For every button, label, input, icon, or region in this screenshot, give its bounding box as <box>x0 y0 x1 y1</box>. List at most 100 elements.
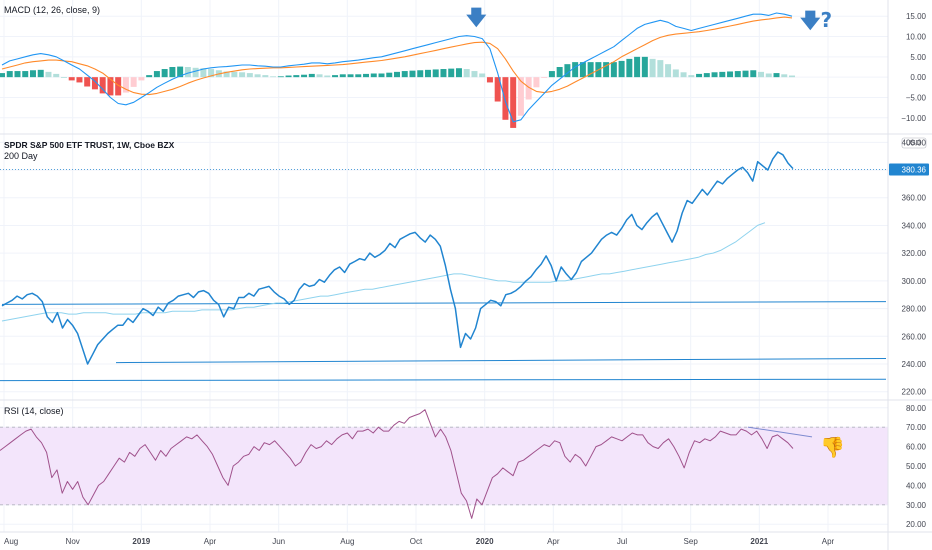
macd-histogram-bar <box>533 77 540 88</box>
price-line <box>1 151 794 365</box>
macd-histogram-bar <box>448 68 455 78</box>
rsi-tick-label: 70.00 <box>906 423 927 432</box>
currency-label: USD <box>906 140 921 147</box>
time-tick-label: Aug <box>4 537 18 546</box>
down-arrow-question-icon: 🡇? <box>800 8 832 32</box>
time-tick-label: Apr <box>822 537 835 546</box>
macd-histogram-bar <box>773 73 780 78</box>
macd-legend[interactable]: MACD (12, 26, close, 9) <box>4 5 101 15</box>
support-line <box>0 378 887 382</box>
time-tick-label: Apr <box>547 537 560 546</box>
macd-histogram-bar <box>471 71 478 78</box>
macd-histogram-bar <box>401 71 408 78</box>
macd-histogram-bar <box>254 74 261 78</box>
support-line <box>1 301 887 305</box>
rsi-legend[interactable]: RSI (14, close) <box>4 406 64 416</box>
price-tick-label: 280.00 <box>902 305 927 314</box>
price-title[interactable]: SPDR S&P 500 ETF TRUST, 1W, Cboe BZX <box>4 140 175 150</box>
macd-histogram-bar <box>548 71 555 78</box>
macd-histogram-bar <box>200 68 207 78</box>
time-tick-label: Sep <box>684 537 699 546</box>
macd-histogram-bar <box>680 72 687 78</box>
macd-histogram-bar <box>130 77 137 87</box>
macd-histogram-bar <box>494 77 501 102</box>
macd-histogram-bar <box>223 71 230 78</box>
macd-histogram-bar <box>719 71 726 78</box>
macd-histogram-bar <box>742 70 749 78</box>
time-tick-label: Jun <box>272 537 285 546</box>
macd-histogram-bar <box>6 71 13 78</box>
macd-histogram-bar <box>510 77 517 128</box>
macd-histogram-bar <box>765 73 772 78</box>
macd-histogram-bar <box>45 71 52 78</box>
macd-histogram-bar <box>246 73 253 78</box>
thumbs-down-icon: 👎 <box>820 435 845 459</box>
macd-tick-label: 5.00 <box>910 53 926 62</box>
macd-histogram-bar <box>161 69 168 78</box>
macd-histogram-bar <box>417 70 424 78</box>
macd-histogram-bar <box>386 72 393 78</box>
macd-histogram-bar <box>378 73 385 78</box>
down-arrow-icon: 🡇 <box>466 5 487 29</box>
rsi-tick-label: 60.00 <box>906 443 927 452</box>
time-tick-label: Nov <box>66 537 80 546</box>
macd-histogram-bar <box>146 75 153 78</box>
macd-histogram-bar <box>603 62 610 78</box>
macd-histogram-bar <box>29 70 36 78</box>
macd-histogram-bar <box>208 69 215 78</box>
macd-histogram-bar <box>517 77 524 116</box>
macd-histogram-bar <box>657 60 664 78</box>
macd-histogram-bar <box>641 56 648 78</box>
currency-box <box>901 137 927 149</box>
macd-histogram-bar <box>115 77 122 96</box>
price-scales[interactable]: 15.0010.005.000.00−5.00−10.00400.00380.0… <box>889 12 929 529</box>
time-tick-label: Aug <box>340 537 354 546</box>
macd-histogram-bar <box>0 73 5 78</box>
macd-histogram-bar <box>355 74 362 78</box>
macd-histogram-bar <box>734 71 741 78</box>
macd-histogram-bar <box>84 77 91 87</box>
macd-histogram-bar <box>711 72 718 78</box>
macd-histogram-bar <box>703 73 710 78</box>
macd-histogram-bar <box>758 71 765 78</box>
macd-histogram-bar <box>76 77 83 83</box>
rsi-tick-label: 40.00 <box>906 481 927 490</box>
macd-histogram-bar <box>285 75 292 78</box>
price-tick-label: 400.00 <box>902 138 927 147</box>
macd-histogram-bar <box>231 71 238 78</box>
macd-histogram-bar <box>99 77 106 94</box>
macd-histogram-bar <box>68 77 75 81</box>
macd-histogram-bar <box>486 77 493 83</box>
time-axis[interactable]: Aug Nov 2019 Apr Jun Aug Oct 2020 Apr Jul Sep 2021 A… <box>4 537 835 546</box>
macd-histogram-bar <box>634 56 641 78</box>
rsi-panel <box>0 409 888 519</box>
macd-tick-label: 10.00 <box>906 33 927 42</box>
macd-histogram-bar <box>626 58 633 78</box>
price-panel <box>0 151 888 382</box>
macd-histogram-bar <box>688 75 695 78</box>
time-tick-label: Jul <box>617 537 627 546</box>
macd-histogram-bar <box>610 62 617 78</box>
macd-histogram-bar <box>138 77 145 81</box>
macd-histogram-bar <box>107 77 114 96</box>
macd-histogram-bar <box>572 62 579 78</box>
last-price-tag <box>889 163 929 176</box>
macd-histogram-bar <box>347 74 354 78</box>
macd-histogram-bar <box>339 74 346 78</box>
macd-histogram-bar <box>262 75 269 78</box>
macd-histogram-bar <box>750 70 757 78</box>
macd-histogram-bar <box>37 69 44 78</box>
macd-histogram-bar <box>432 69 439 78</box>
macd-histogram-bar <box>153 71 160 78</box>
macd-histogram-bar <box>455 68 462 78</box>
macd-histogram-bar <box>781 74 788 78</box>
macd-tick-label: −5.00 <box>906 93 927 102</box>
price-tick-label: 220.00 <box>902 388 927 397</box>
macd-panel <box>0 12 795 128</box>
macd-histogram-bar <box>293 75 300 78</box>
time-tick-label: 2021 <box>750 537 768 546</box>
macd-histogram-bar <box>440 69 447 78</box>
price-tick-label: 240.00 <box>902 360 927 369</box>
sma-legend[interactable]: 200 Day <box>4 151 38 161</box>
